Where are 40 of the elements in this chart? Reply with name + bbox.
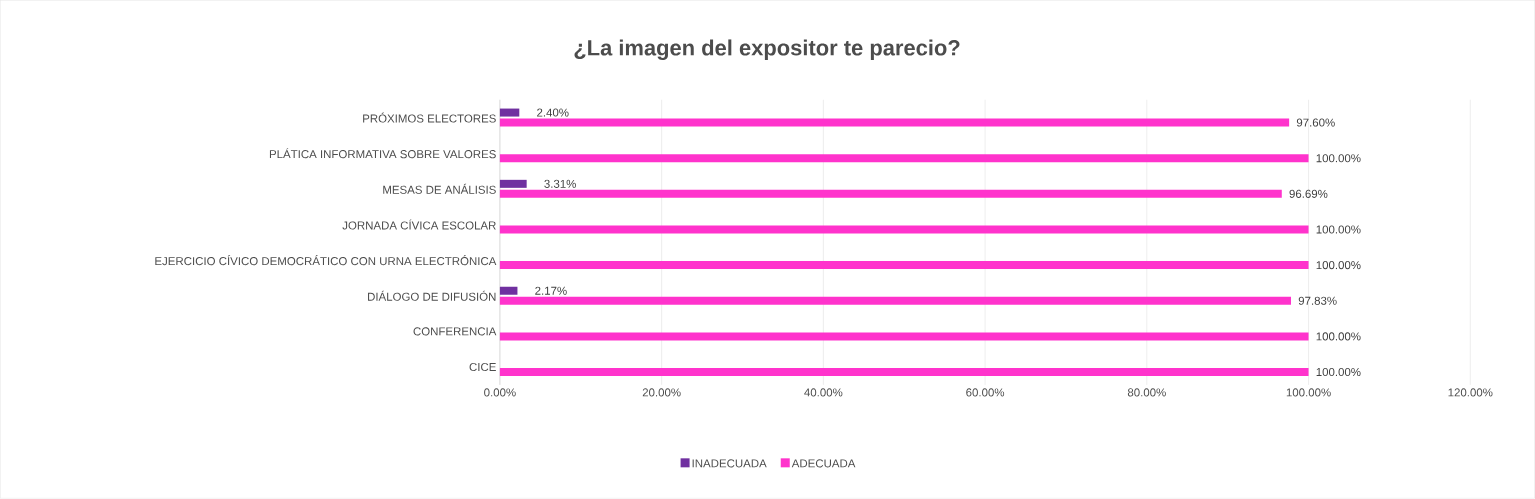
chart-title: ¿La imagen del expositor te parecio? [574,39,960,61]
x-tick-label: 0.00% [484,388,516,397]
bar [499,286,518,295]
y-tick-label: CICE [469,363,496,372]
data-label: 100.00% [1316,225,1361,234]
x-tick-label: 20.00% [642,388,681,397]
legend-label: INADECUADA [692,459,767,468]
y-tick-label: JORNADA CÍVICA ESCOLAR [342,219,496,230]
data-label: 100.00% [1316,154,1361,163]
y-tick-label: MESAS DE ANÁLISIS [383,184,496,195]
x-tick-label: 120.00% [1448,388,1493,397]
y-tick-label: EJERCICIO CÍVICO DEMOCRÁTICO CON URNA ELECTRÓNICA [155,255,497,266]
data-label: 2.17% [535,286,567,295]
data-label: 96.69% [1289,189,1328,199]
y-tick-label: DIÁLOGO DE DIFUSIÓN [368,290,496,301]
x-tick-label: 100.00% [1286,388,1331,397]
data-label: 3.31% [544,179,576,189]
data-label: 97.83% [1298,296,1337,306]
bar [499,108,520,117]
bar [499,261,1309,270]
data-label: 100.00% [1316,332,1361,341]
bar [499,296,1292,305]
bar [499,332,1309,341]
bar [499,154,1309,163]
data-label: 97.60% [1296,118,1335,127]
x-tick-label: 80.00% [1127,388,1166,397]
data-label: 100.00% [1316,368,1361,377]
legend-label: ADECUADA [791,459,856,468]
bar [499,180,527,189]
bar [499,190,1282,199]
y-tick-label: PLÁTICA INFORMATIVA SOBRE VALORES [269,148,496,159]
y-tick-label: CONFERENCIA [413,327,497,336]
bar [499,368,1309,377]
data-label: 100.00% [1316,261,1361,270]
x-tick-label: 40.00% [804,388,843,397]
y-tick-label: PRÓXIMOS ELECTORES [363,112,496,123]
x-tick-label: 60.00% [966,388,1005,397]
bar [499,225,1309,234]
bar [499,118,1290,127]
data-label: 2.40% [537,108,569,117]
